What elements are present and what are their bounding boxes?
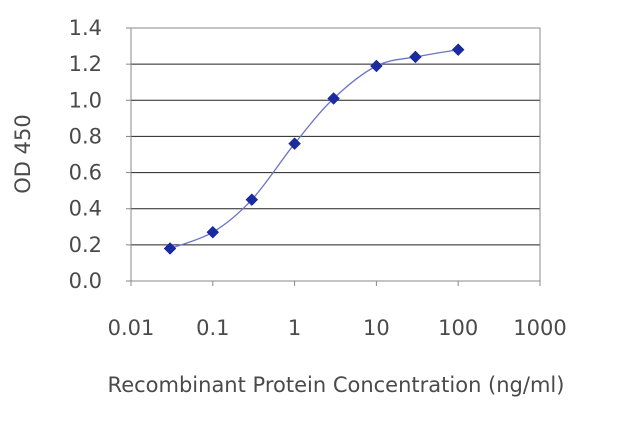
y-axis-label: OD 450 <box>11 114 35 193</box>
data-point-3 <box>288 137 301 151</box>
plot-area-frame <box>130 27 541 282</box>
x-tick-label-4: 100 <box>438 316 478 340</box>
x-tick-label-1: 0.1 <box>196 316 229 340</box>
x-tick-label-3: 10 <box>363 316 390 340</box>
data-point-0 <box>163 242 177 255</box>
data-point-2 <box>245 193 259 207</box>
x-axis-label: Recombinant Protein Concentration (ng/ml… <box>108 373 565 397</box>
y-tick-label-0: 0.0 <box>69 269 102 293</box>
x-axis-ticks: 0.01 0.1 1 10 100 1000 <box>108 281 567 340</box>
x-tick-label-0: 0.01 <box>108 316 155 340</box>
y-tick-label-6: 1.2 <box>69 52 102 76</box>
data-point-6 <box>409 50 422 64</box>
gridlines <box>131 63 540 246</box>
series-line <box>169 49 459 250</box>
data-markers <box>163 43 465 255</box>
y-tick-label-5: 1.0 <box>69 88 102 112</box>
y-tick-label-7: 1.4 <box>69 16 102 40</box>
x-tick-label-2: 1 <box>288 316 301 340</box>
y-tick-label-1: 0.2 <box>69 233 102 257</box>
y-tick-label-4: 0.8 <box>69 124 102 148</box>
data-point-4 <box>327 92 340 105</box>
data-point-5 <box>370 59 383 73</box>
data-point-7 <box>451 43 465 57</box>
y-axis-ticks: 0.0 0.2 0.4 0.6 0.8 1.0 1.2 1.4 <box>69 16 131 293</box>
data-point-1 <box>206 225 220 239</box>
y-tick-label-3: 0.6 <box>69 161 102 185</box>
x-tick-label-5: 1000 <box>513 316 566 340</box>
y-tick-label-2: 0.4 <box>69 197 102 221</box>
